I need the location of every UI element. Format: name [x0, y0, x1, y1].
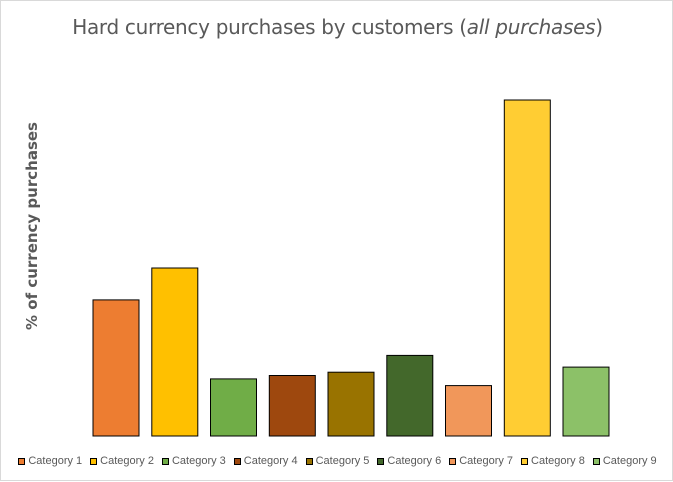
bar-7 — [445, 385, 492, 437]
legend-label-1: Category 1 — [28, 455, 83, 467]
legend-swatch-4 — [233, 457, 241, 465]
legend-item-7: Category 7 — [449, 455, 513, 467]
legend-item-4: Category 4 — [233, 455, 298, 467]
legend: Category 1 Category 2 Category 3 Category 4… — [1, 455, 673, 467]
legend-swatch-1 — [18, 457, 26, 465]
legend-item-1: Category 1 — [18, 455, 82, 467]
legend-swatch-2 — [90, 457, 98, 465]
legend-label-3: Category 3 — [171, 455, 226, 467]
legend-label-8: Category 8 — [531, 455, 585, 467]
legend-item-5: Category 5 — [305, 455, 370, 467]
bar-1 — [92, 299, 140, 437]
legend-label-2: Category 2 — [100, 455, 154, 467]
legend-label-7: Category 7 — [459, 455, 514, 467]
chart-title-italic: all purchases — [466, 15, 596, 39]
bar-2 — [151, 267, 199, 437]
legend-label-6: Category 6 — [387, 455, 442, 467]
bar-9 — [562, 366, 610, 437]
legend-label-5: Category 5 — [315, 455, 370, 467]
bar-3 — [210, 378, 257, 437]
chart-title-end: ) — [595, 15, 603, 39]
legend-swatch-3 — [161, 457, 169, 465]
bar-6 — [386, 354, 434, 437]
legend-item-2: Category 2 — [90, 455, 154, 467]
legend-item-6: Category 6 — [377, 455, 441, 467]
chart-title-main: Hard currency purchases by customers ( — [72, 15, 467, 39]
legend-item-3: Category 3 — [161, 455, 226, 467]
chart-title: Hard currency purchases by customers (al… — [1, 15, 673, 39]
legend-item-9: Category 9 — [592, 455, 657, 467]
bar-5 — [327, 371, 375, 437]
legend-swatch-9 — [592, 457, 600, 465]
bar-8 — [503, 99, 551, 437]
legend-label-9: Category 9 — [602, 455, 657, 467]
legend-swatch-6 — [377, 457, 385, 465]
legend-item-8: Category 8 — [521, 455, 585, 467]
legend-swatch-5 — [305, 457, 313, 465]
legend-label-4: Category 4 — [243, 455, 298, 467]
legend-swatch-8 — [521, 457, 529, 465]
bar-4 — [268, 375, 316, 437]
legend-swatch-7 — [449, 457, 457, 465]
